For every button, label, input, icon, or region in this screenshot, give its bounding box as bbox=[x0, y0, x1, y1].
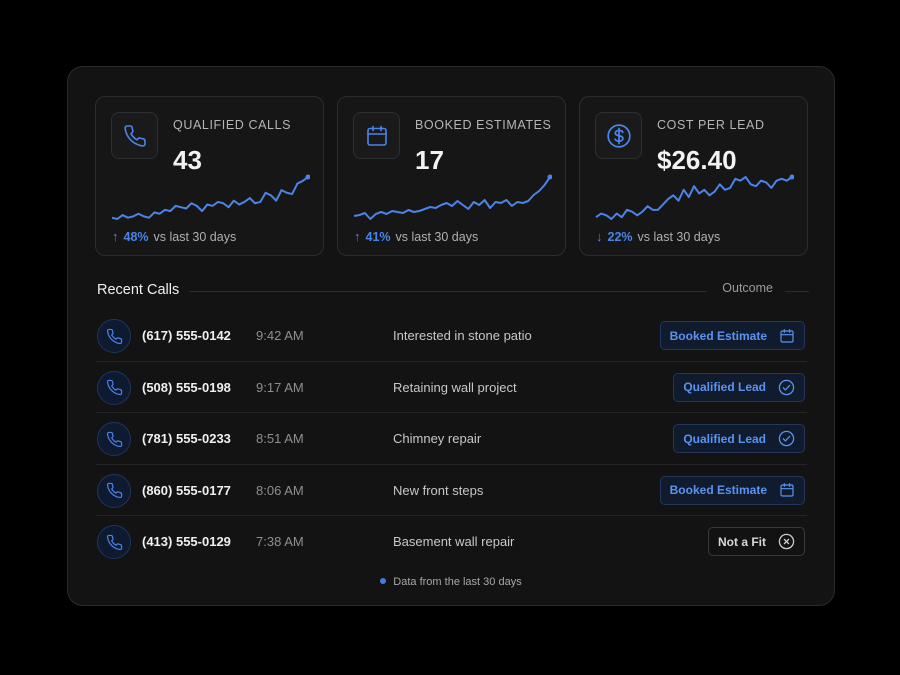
call-row[interactable]: (781) 555-0233 8:51 AM Chimney repair Quali… bbox=[96, 413, 807, 465]
outcome-badge[interactable]: Qualified Lead bbox=[673, 372, 805, 402]
divider bbox=[785, 291, 809, 292]
caller-phone: (617) 555-0142 bbox=[142, 328, 231, 343]
caller-phone: (508) 555-0198 bbox=[142, 379, 231, 395]
arrow-down-icon: ↓ bbox=[596, 229, 603, 244]
caller-phone: (860) 555-0177 bbox=[142, 482, 231, 498]
trend-indicator: ↓ 22% vs last 30 days bbox=[596, 229, 720, 244]
sparkline-end-dot bbox=[547, 174, 552, 180]
divider bbox=[189, 291, 707, 292]
call-description: Retaining wall project bbox=[393, 379, 517, 395]
call-time: 9:17 AM bbox=[256, 379, 304, 395]
metric-card-booked-estimates: BOOKED ESTIMATES 17 ↑ 41% vs last 30 day… bbox=[337, 96, 566, 256]
calendar-icon bbox=[353, 112, 400, 159]
sparkline-path bbox=[595, 176, 793, 220]
check-circle-icon bbox=[778, 379, 795, 396]
calendar-icon bbox=[779, 482, 795, 498]
metric-value: $26.40 bbox=[657, 145, 737, 175]
footer-note: Data from the last 30 days bbox=[68, 576, 834, 588]
metric-cards: QUALIFIED CALLS 43 ↑ 48% vs last 30 days… bbox=[95, 96, 808, 256]
sparkline-path bbox=[111, 176, 309, 220]
outcome-label: Booked Estimate bbox=[669, 483, 767, 497]
recent-calls-header: Recent Calls Outcome bbox=[97, 281, 809, 302]
call-time: 7:38 AM bbox=[256, 534, 304, 549]
outcome-label: Qualified Lead bbox=[683, 431, 766, 446]
trend-percent: 48% bbox=[123, 229, 149, 244]
phone-icon[interactable] bbox=[97, 473, 131, 508]
phone-icon[interactable] bbox=[97, 319, 131, 353]
phone-icon[interactable] bbox=[97, 422, 131, 456]
call-description: Interested in stone patio bbox=[393, 328, 532, 343]
sparkline-end-dot bbox=[305, 174, 310, 180]
dashboard-panel: QUALIFIED CALLS 43 ↑ 48% vs last 30 days… bbox=[67, 66, 835, 606]
metric-value: 43 bbox=[173, 145, 202, 175]
call-time: 8:51 AM bbox=[256, 431, 304, 446]
sparkline-path bbox=[353, 176, 551, 220]
sparkline bbox=[595, 174, 794, 220]
outcome-badge[interactable]: Qualified Lead bbox=[673, 424, 805, 453]
calendar-icon bbox=[779, 328, 795, 344]
call-description: New front steps bbox=[393, 482, 484, 498]
check-circle-icon bbox=[778, 430, 795, 447]
sparkline bbox=[353, 174, 552, 220]
outcome-column-header: Outcome bbox=[722, 281, 773, 295]
call-time: 8:06 AM bbox=[256, 482, 304, 498]
metric-card-qualified-calls: QUALIFIED CALLS 43 ↑ 48% vs last 30 days bbox=[95, 96, 324, 256]
x-circle-icon bbox=[778, 533, 795, 550]
caller-phone: (413) 555-0129 bbox=[142, 534, 231, 549]
trend-indicator: ↑ 48% vs last 30 days bbox=[112, 229, 236, 244]
outcome-label: Not a Fit bbox=[718, 534, 766, 549]
call-description: Chimney repair bbox=[393, 431, 482, 446]
trend-percent: 22% bbox=[607, 229, 633, 244]
phone-icon[interactable] bbox=[97, 370, 131, 405]
call-description: Basement wall repair bbox=[393, 534, 515, 549]
trend-text: vs last 30 days bbox=[153, 229, 237, 244]
outcome-label: Qualified Lead bbox=[683, 380, 766, 394]
arrow-up-icon: ↑ bbox=[112, 229, 119, 244]
metric-value: 17 bbox=[415, 145, 444, 175]
call-time: 9:42 AM bbox=[256, 328, 304, 343]
recent-calls-list: (617) 555-0142 9:42 AM Interested in stone… bbox=[96, 310, 807, 568]
status-dot bbox=[380, 578, 387, 584]
arrow-up-icon: ↑ bbox=[354, 229, 361, 244]
section-title: Recent Calls bbox=[97, 282, 180, 298]
outcome-badge[interactable]: Not a Fit bbox=[708, 527, 805, 556]
call-row[interactable]: (860) 555-0177 8:06 AM New front steps Book… bbox=[96, 465, 807, 516]
call-row[interactable]: (413) 555-0129 7:38 AM Basement wall repai… bbox=[96, 516, 807, 568]
trend-text: vs last 30 days bbox=[637, 229, 721, 244]
metric-label: QUALIFIED CALLS bbox=[173, 118, 292, 132]
footer-text: Data from the last 30 days bbox=[393, 576, 522, 588]
metric-card-cost-per-lead: COST PER LEAD $26.40 ↓ 22% vs last 30 da… bbox=[579, 96, 808, 256]
call-row[interactable]: (617) 555-0142 9:42 AM Interested in stone… bbox=[96, 310, 807, 362]
outcome-badge[interactable]: Booked Estimate bbox=[659, 475, 805, 505]
phone-icon[interactable] bbox=[97, 525, 131, 559]
call-row[interactable]: (508) 555-0198 9:17 AM Retaining wall proj… bbox=[96, 362, 807, 413]
metric-label: COST PER LEAD bbox=[657, 118, 765, 132]
trend-indicator: ↑ 41% vs last 30 days bbox=[354, 229, 478, 244]
sparkline-end-dot bbox=[789, 174, 794, 180]
sparkline bbox=[111, 174, 310, 220]
caller-phone: (781) 555-0233 bbox=[142, 431, 231, 446]
trend-percent: 41% bbox=[365, 229, 391, 244]
trend-text: vs last 30 days bbox=[395, 229, 479, 244]
phone-icon bbox=[111, 112, 158, 159]
outcome-badge[interactable]: Booked Estimate bbox=[659, 321, 805, 350]
metric-label: BOOKED ESTIMATES bbox=[415, 118, 552, 132]
outcome-label: Booked Estimate bbox=[669, 328, 767, 343]
dollar-icon bbox=[595, 112, 642, 159]
